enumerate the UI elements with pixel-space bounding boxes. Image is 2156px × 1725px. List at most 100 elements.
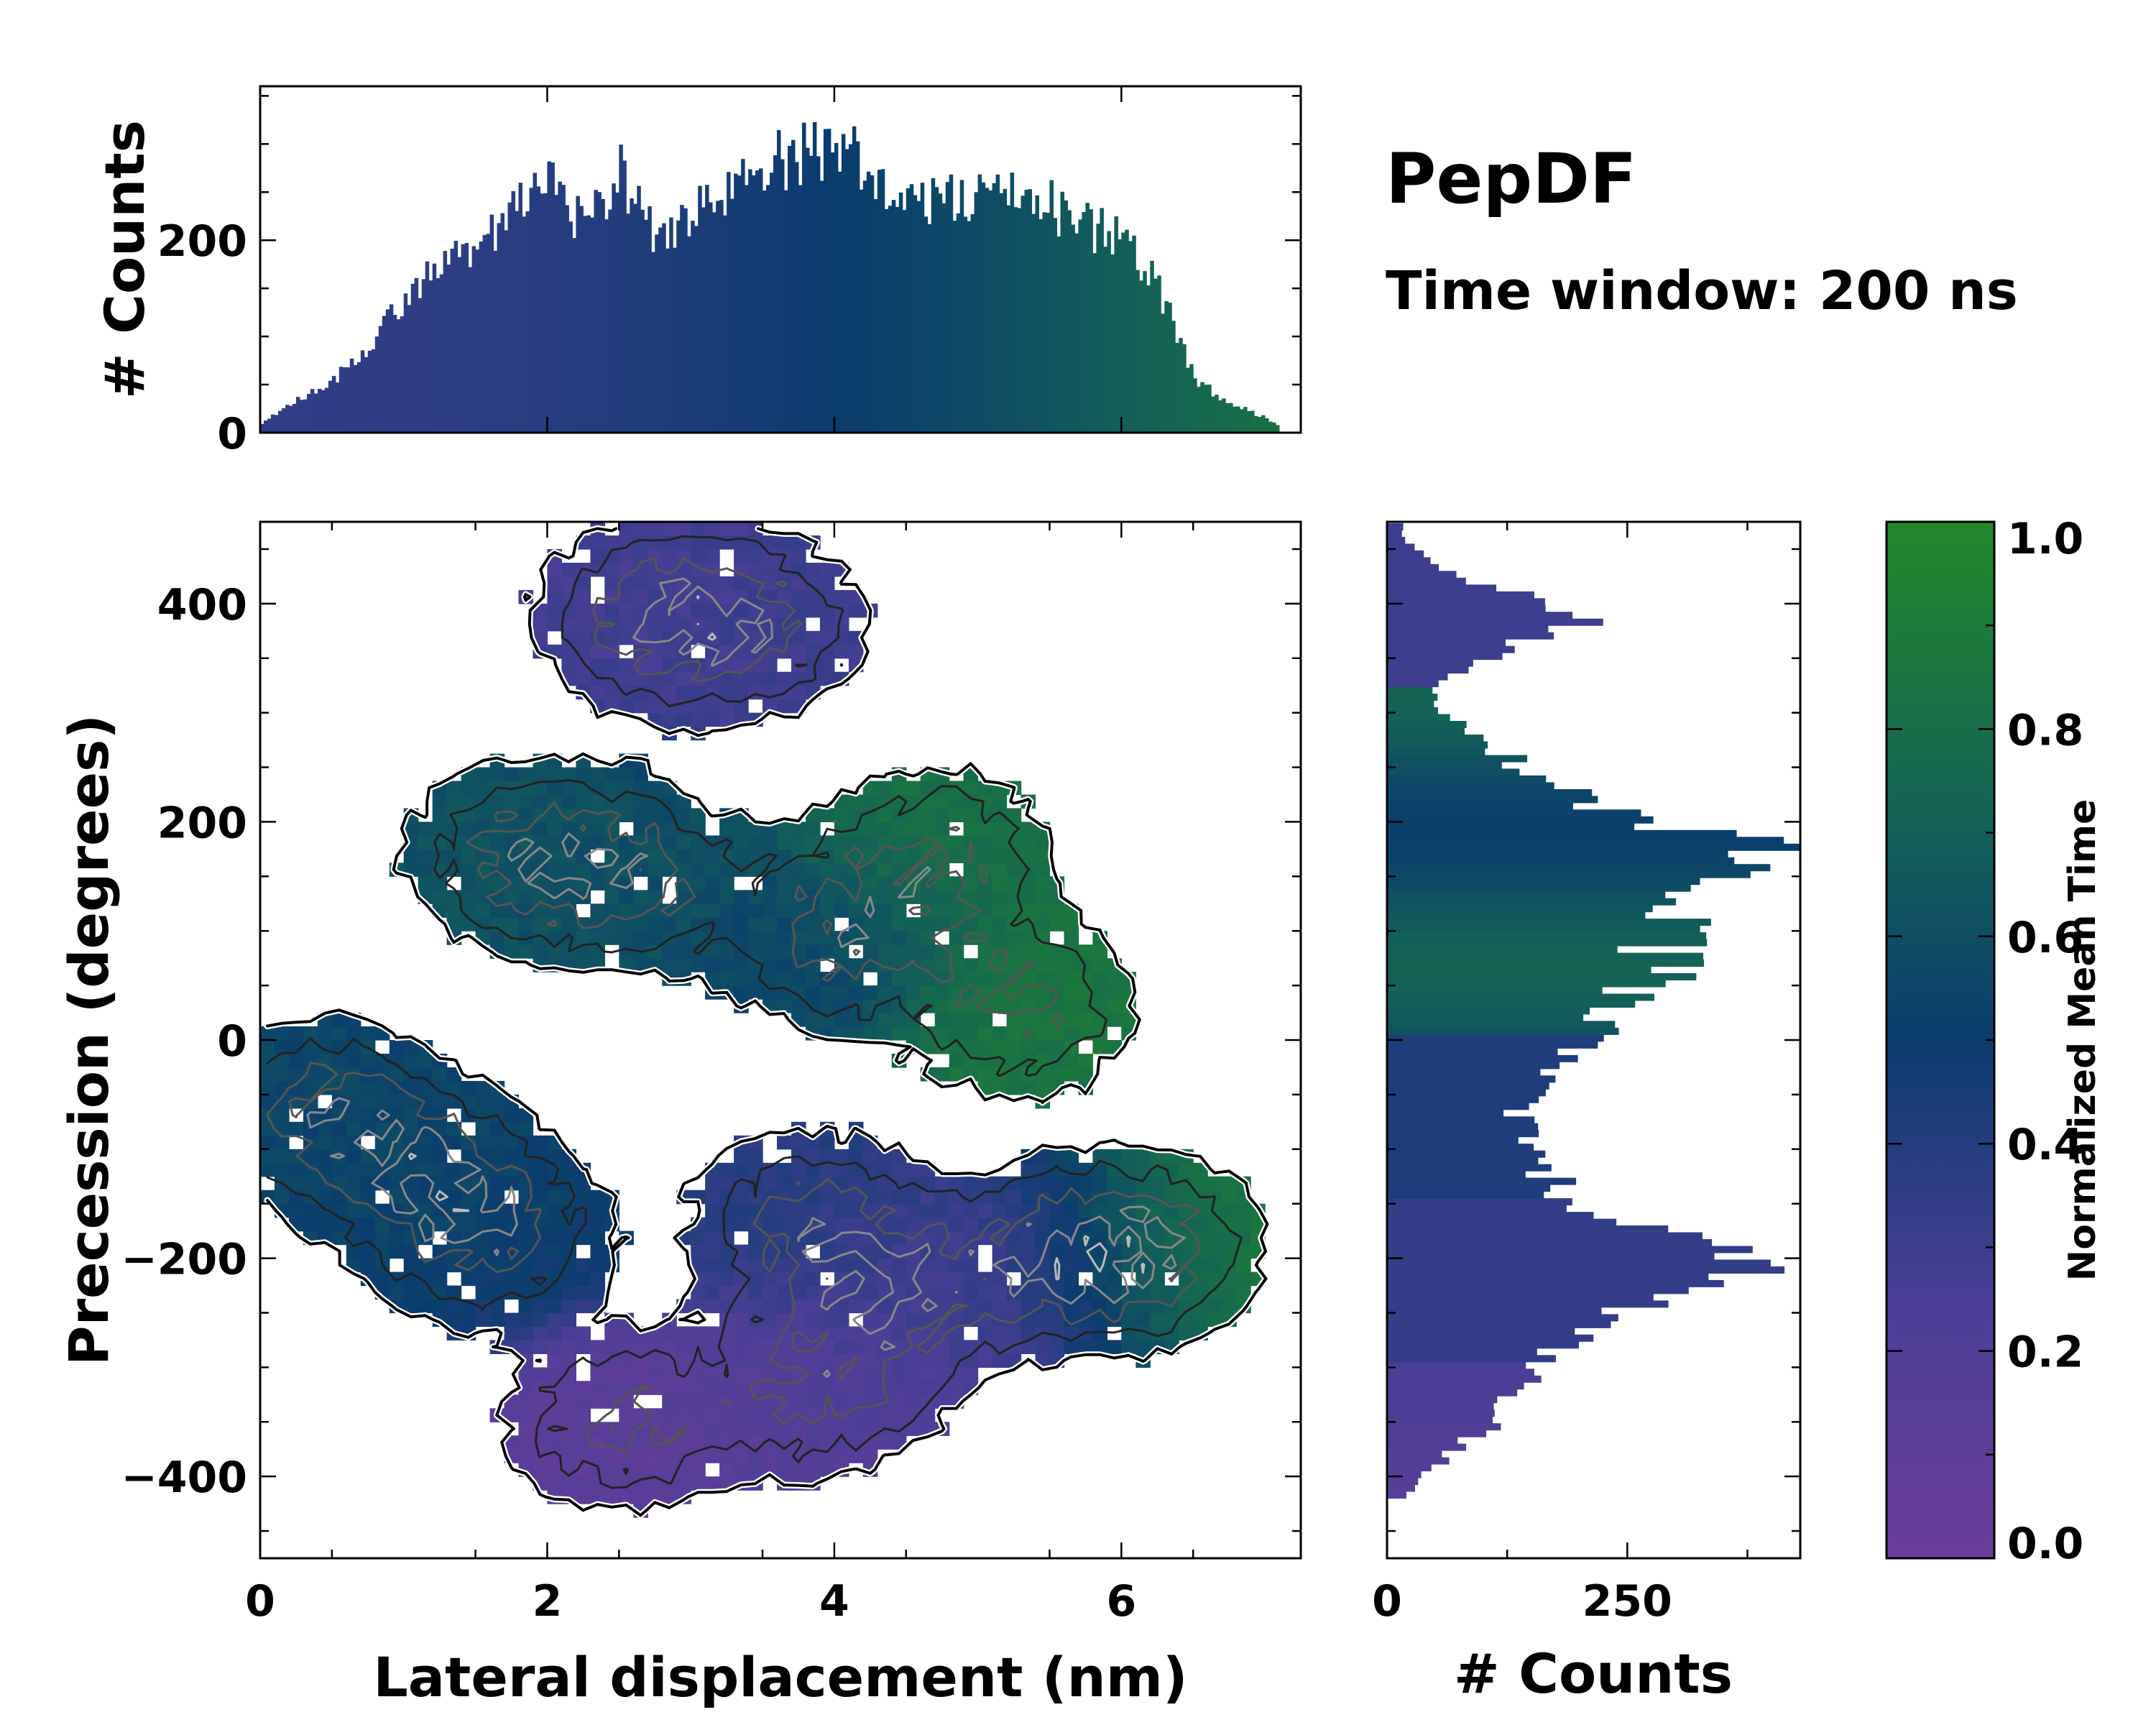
heatmap-cell [705, 1381, 720, 1395]
heatmap-cell [920, 1271, 936, 1287]
heatmap-cell [1092, 1176, 1107, 1191]
heatmap-cell [1035, 890, 1051, 904]
heatmap-cell [1021, 1244, 1036, 1259]
top-histogram-bar [389, 304, 394, 433]
heatmap-cell [777, 999, 792, 1013]
top-histogram-bar [461, 244, 466, 433]
y-axis-label: Precession (degrees) [57, 714, 121, 1366]
heatmap-cell [748, 1230, 763, 1246]
heatmap-cell [806, 1230, 821, 1246]
heatmap-cell [590, 548, 605, 564]
heatmap-cell [763, 535, 778, 550]
heatmap-cell [662, 1367, 677, 1381]
heatmap-cell [1064, 972, 1079, 986]
heatmap-cell [877, 1435, 893, 1450]
heatmap-cell [806, 1285, 821, 1300]
heatmap-cell [1006, 1326, 1022, 1340]
top-histogram-bar [1053, 218, 1057, 433]
heatmap-cell [848, 890, 864, 904]
right-histogram-bar [1387, 564, 1439, 571]
heatmap-cell [648, 862, 663, 877]
heatmap-cell [806, 1408, 821, 1422]
top-histogram-bar [550, 162, 555, 433]
heatmap-cells [260, 522, 1266, 1518]
heatmap-cell [719, 535, 734, 550]
heatmap-cell [748, 835, 763, 850]
heatmap-cell [303, 1176, 318, 1191]
heatmap-cell [806, 972, 821, 986]
right-histogram-bar [1387, 802, 1573, 810]
heatmap-cell [705, 562, 720, 577]
heatmap-cell [489, 1149, 505, 1164]
heatmap-cell [1222, 1203, 1237, 1218]
heatmap-cell [806, 1176, 821, 1191]
heatmap-cell [819, 890, 835, 904]
heatmap-cell [346, 1162, 361, 1177]
heatmap-cell [461, 903, 476, 918]
heatmap-cell [877, 876, 893, 891]
heatmap-cell [1049, 1040, 1065, 1054]
heatmap-cell [547, 1422, 562, 1436]
right-histogram-bar [1387, 768, 1520, 776]
heatmap-cell [891, 1394, 907, 1409]
heatmap-cell [977, 917, 993, 932]
top-histogram-bar [938, 193, 943, 433]
heatmap-cell [662, 712, 677, 727]
right-histogram-bar [1387, 980, 1666, 988]
heatmap-cell [977, 1353, 993, 1368]
heatmap-cell [260, 1067, 275, 1082]
top-histogram-bar [737, 175, 742, 433]
heatmap-cell [547, 1476, 562, 1491]
top-histogram-bar [432, 263, 437, 433]
heatmap-cell [648, 1463, 663, 1477]
heatmap-cell [418, 1258, 433, 1273]
right-histogram-bar [1387, 1109, 1504, 1117]
heatmap-cell [533, 1285, 548, 1300]
heatmap-cell [346, 1108, 361, 1123]
heatmap-cell [303, 1054, 318, 1068]
heatmap-cell [763, 1449, 778, 1463]
heatmap-cell [1006, 1013, 1022, 1027]
heatmap-cell [734, 1149, 749, 1164]
heatmap-cell [619, 535, 634, 550]
heatmap-cell [806, 1149, 821, 1164]
heatmap-cell [504, 849, 520, 863]
heatmap-cell [547, 808, 562, 822]
heatmap-cell [561, 1476, 576, 1491]
heatmap-cell [432, 1094, 448, 1109]
heatmap-cell [648, 562, 663, 577]
heatmap-cell [819, 985, 835, 1000]
top-histogram-bar [1118, 239, 1122, 433]
top-histogram-bar [324, 387, 329, 433]
heatmap-cell [705, 712, 720, 727]
heatmap-cell [547, 1299, 562, 1314]
top-histogram-bar [1006, 205, 1011, 433]
heatmap-cell [1021, 931, 1036, 945]
heatmap-cell [662, 1353, 677, 1368]
heatmap-cell [705, 972, 720, 986]
heatmap-cell [719, 671, 734, 686]
heatmap-cell [777, 535, 792, 550]
heatmap-cell [992, 1026, 1008, 1041]
heatmap-cell [734, 576, 749, 591]
heatmap-cell [977, 1299, 993, 1314]
heatmap-cell [734, 1326, 749, 1340]
top-histogram-bar [862, 180, 867, 433]
heatmap-cell [547, 822, 562, 836]
heatmap-cell [576, 1176, 591, 1191]
heatmap-cell [547, 1463, 562, 1477]
heatmap-cell [819, 931, 835, 945]
heatmap-cell [533, 849, 548, 863]
top-histogram-bar [547, 161, 551, 433]
heatmap-cell [949, 1026, 964, 1041]
heatmap-cell [461, 822, 476, 836]
heatmap-cell [360, 1054, 376, 1068]
heatmap-cell [475, 1135, 491, 1150]
heatmap-cell [475, 1312, 491, 1328]
heatmap-cell [834, 644, 849, 659]
heatmap-cell [705, 699, 720, 714]
heatmap-cell [734, 1394, 749, 1409]
heatmap-cell [374, 1108, 390, 1123]
heatmap-cell [648, 617, 663, 632]
heatmap-cell [748, 1244, 763, 1259]
